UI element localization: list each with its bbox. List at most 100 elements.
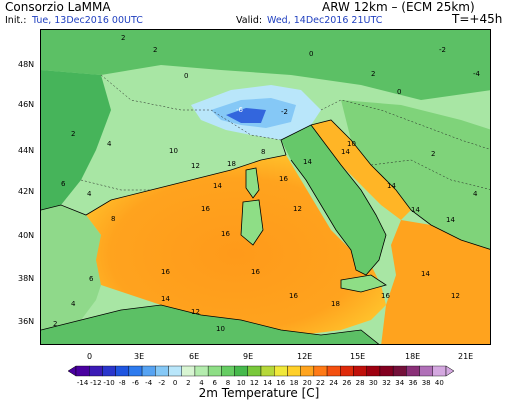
colorbar-tick-label: -14 xyxy=(76,379,89,387)
balkans-land xyxy=(341,100,490,250)
contour-label: 0 xyxy=(309,50,314,58)
colorbar-tick-label: 38 xyxy=(421,379,431,387)
colorbar-cell xyxy=(128,365,143,377)
temperature-map: 2 2 0 0 2 -2 2 4 6 4 8 10 12 14 16 18 16… xyxy=(40,29,491,345)
colorbar-cell xyxy=(406,365,420,377)
corsica-island xyxy=(246,168,259,198)
lat-label: 36N xyxy=(18,317,35,326)
contour-label: 14 xyxy=(421,270,430,278)
contour-label: 4 xyxy=(87,190,92,198)
colorbar-tick-label: 40 xyxy=(434,379,444,387)
lat-label: 48N xyxy=(18,60,35,69)
lon-label: 15E xyxy=(350,352,366,361)
contour-label: 2 xyxy=(53,320,58,328)
contour-label: 16 xyxy=(251,268,260,276)
colorbar-cell xyxy=(155,365,169,377)
italy-peninsula xyxy=(281,125,386,275)
contour-label: 2 xyxy=(121,34,126,42)
lon-label: 3E xyxy=(134,352,145,361)
colorbar-cell xyxy=(247,365,262,377)
contour-label: 10 xyxy=(169,147,178,155)
contour-label: 2 xyxy=(371,70,376,78)
colorbar-arrow-left xyxy=(67,365,77,377)
north-africa-land xyxy=(41,305,379,344)
colorbar-cell xyxy=(194,365,209,377)
colorbar-cell xyxy=(419,365,433,377)
colorbar-tick-label: -2 xyxy=(158,379,166,387)
contour-label: 16 xyxy=(201,205,210,213)
colorbar-tick-label: 8 xyxy=(225,379,231,387)
contour-label: 4 xyxy=(473,190,478,198)
init-label: Init.: xyxy=(5,15,27,26)
sardinia-island xyxy=(241,200,263,245)
contour-label: 8 xyxy=(261,148,266,156)
contour-label: 16 xyxy=(221,230,230,238)
colorbar-cell xyxy=(313,365,328,377)
contour-label: -2 xyxy=(439,46,446,54)
colorbar-tick-label: 16 xyxy=(276,379,286,387)
colorbar-tick-label: 36 xyxy=(408,379,418,387)
contour-label: 16 xyxy=(289,292,298,300)
colorbar-tick-label: 18 xyxy=(289,379,299,387)
contour-label: -6 xyxy=(236,106,243,114)
contour-label: 2 xyxy=(71,130,76,138)
contour-label: -2 xyxy=(281,108,288,116)
contour-label: 14 xyxy=(411,206,420,214)
valid-value: Wed, 14Dec2016 21UTC xyxy=(267,15,383,26)
contour-label: 6 xyxy=(89,275,94,283)
colorbar-tick-label: 14 xyxy=(263,379,273,387)
lon-label: 12E xyxy=(297,352,313,361)
init-value: Tue, 13Dec2016 00UTC xyxy=(32,15,143,26)
colorbar-cell xyxy=(234,365,248,377)
contour-label: 2 xyxy=(153,46,158,54)
lat-label: 42N xyxy=(18,187,35,196)
colorbar-tick-label: 28 xyxy=(355,379,365,387)
colorbar-tick-label: 6 xyxy=(212,379,217,387)
model-title: ARW 12km – (ECM 25km) xyxy=(322,0,475,14)
lat-label: 38N xyxy=(18,274,35,283)
colorbar-cell xyxy=(115,365,130,377)
colorbar-cell xyxy=(168,365,182,377)
colorbar-tick-label: -4 xyxy=(145,379,153,387)
colorbar-cell xyxy=(89,365,103,377)
adriatic-sea xyxy=(311,120,411,220)
colorbar-tick-label: 20 xyxy=(302,379,312,387)
colorbar-cell xyxy=(379,365,394,377)
mediterranean-sea xyxy=(86,155,386,335)
contour-label: 12 xyxy=(191,308,200,316)
contour-label: 12 xyxy=(451,292,460,300)
contour-label: 12 xyxy=(191,162,200,170)
lat-label: 44N xyxy=(18,146,35,155)
colorbar-tick-label: 10 xyxy=(236,379,246,387)
colorbar-tick-label: 32 xyxy=(382,379,391,387)
lon-label: 18E xyxy=(405,352,421,361)
lat-label: 40N xyxy=(18,231,35,240)
contour-label: 8 xyxy=(111,215,116,223)
colorbar-cell xyxy=(366,365,381,377)
lon-label: 9E xyxy=(243,352,254,361)
colorbar-cell xyxy=(287,365,301,377)
colorbar-cell xyxy=(102,365,116,377)
colorbar-cell xyxy=(274,365,288,377)
contour-label: 16 xyxy=(381,292,390,300)
colorbar-tick-label: 34 xyxy=(395,379,405,387)
contour-label: 18 xyxy=(331,300,340,308)
valid-label: Valid: xyxy=(236,15,263,26)
contour-label: 10 xyxy=(216,325,225,333)
colorbar-title: 2m Temperature [C] xyxy=(198,386,320,400)
colorbar-tick-label: 2 xyxy=(186,379,191,387)
org-title: Consorzio LaMMA xyxy=(5,0,111,14)
alps-coldest xyxy=(226,108,266,123)
colorbar-tick-label: -6 xyxy=(131,379,139,387)
lon-label: 0 xyxy=(87,352,93,361)
colorbar-tick-label: -8 xyxy=(118,379,126,387)
contour-label: 16 xyxy=(279,175,288,183)
contour-label: 14 xyxy=(387,182,396,190)
atlantic-region xyxy=(41,70,111,210)
colorbar xyxy=(67,365,455,377)
contour-label: 18 xyxy=(227,160,236,168)
contour-label: 0 xyxy=(184,72,189,80)
colorbar-cell xyxy=(326,365,341,377)
lon-label: 6E xyxy=(189,352,200,361)
contour-label: 14 xyxy=(161,295,170,303)
